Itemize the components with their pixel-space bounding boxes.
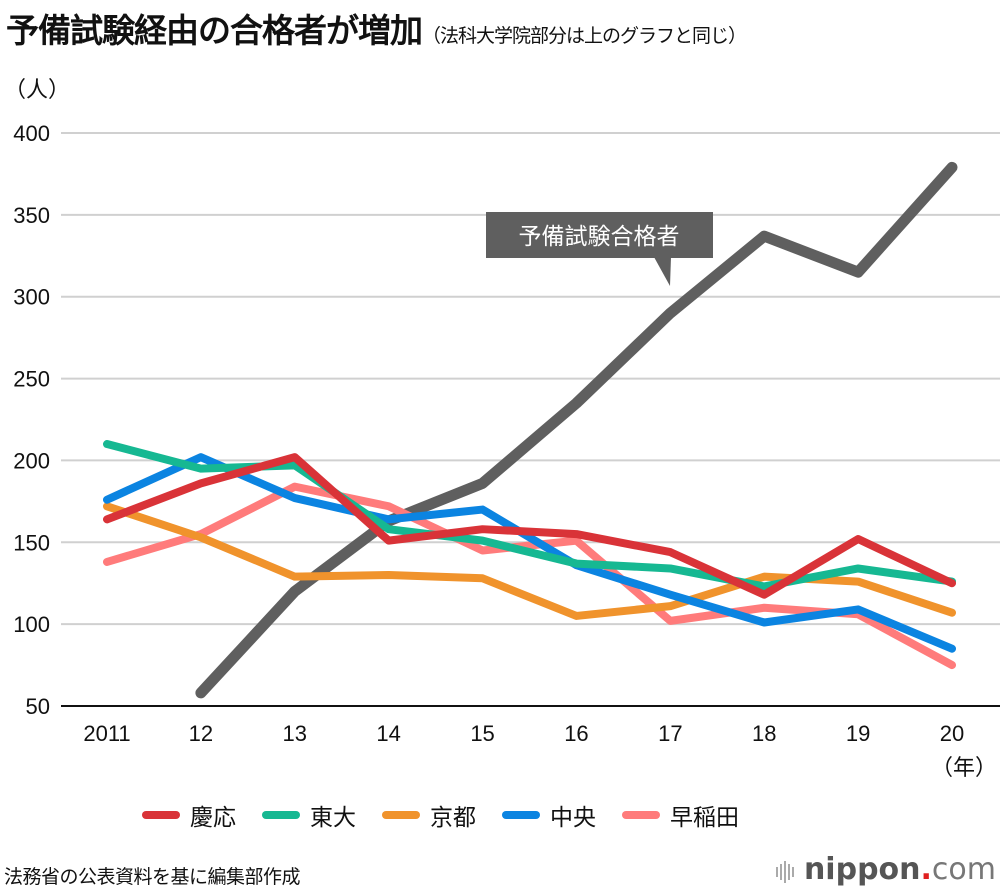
x-axis-ticks: 2011 12 13 14 15 16 17 18 19 20 （年） bbox=[83, 721, 997, 780]
callout-pointer bbox=[654, 257, 671, 286]
legend-item: 慶応 bbox=[142, 798, 236, 832]
series-5 bbox=[103, 453, 956, 599]
y-tick-label: 300 bbox=[13, 285, 50, 310]
series-lines bbox=[103, 161, 958, 699]
callout-box bbox=[486, 212, 713, 258]
legend: 慶応 東大 京都 中央 早稲田 bbox=[142, 798, 765, 832]
series-1 bbox=[103, 482, 956, 670]
y-tick-label: 100 bbox=[13, 612, 50, 637]
legend-swatch bbox=[502, 811, 540, 819]
x-tick-label: 15 bbox=[470, 721, 494, 746]
legend-item: 中央 bbox=[502, 798, 596, 832]
legend-swatch bbox=[622, 811, 660, 819]
series-line bbox=[103, 482, 956, 670]
legend-item: 早稲田 bbox=[622, 798, 739, 832]
y-tick-label: 50 bbox=[26, 694, 50, 719]
legend-swatch bbox=[142, 811, 180, 819]
x-tick-label: 20 bbox=[940, 721, 964, 746]
legend-label: 早稲田 bbox=[670, 805, 739, 831]
y-tick-label: 350 bbox=[13, 203, 50, 228]
x-tick-label: 17 bbox=[658, 721, 682, 746]
x-tick-label: 14 bbox=[376, 721, 400, 746]
x-axis-unit-label: （年） bbox=[931, 755, 997, 780]
sound-bars-icon bbox=[775, 853, 796, 888]
x-tick-label: 2011 bbox=[83, 721, 130, 746]
x-tick-label: 12 bbox=[189, 721, 213, 746]
source-note: 法務省の公表資料を基に編集部作成 bbox=[4, 866, 301, 888]
logo-dot: . bbox=[920, 852, 932, 887]
logo-tld: com bbox=[931, 852, 996, 887]
series-line bbox=[103, 453, 956, 599]
legend-swatch bbox=[382, 811, 420, 819]
y-tick-label: 150 bbox=[13, 530, 50, 555]
x-tick-label: 18 bbox=[752, 721, 776, 746]
callout-label: 予備試験合格者 bbox=[519, 224, 680, 250]
nippon-logo: nippon.com bbox=[775, 852, 996, 888]
chart-title: 予備試験経由の合格者が増加 bbox=[6, 11, 423, 50]
y-axis-unit-label: （人） bbox=[4, 78, 71, 103]
x-tick-label: 13 bbox=[283, 721, 307, 746]
y-tick-label: 400 bbox=[13, 121, 50, 146]
chart-title-block: 予備試験経由の合格者が増加（法科大学院部分は上のグラフと同じ） bbox=[6, 4, 747, 52]
y-axis-ticks: 50 100 150 200 250 300 350 400 bbox=[13, 121, 50, 719]
legend-item: 東大 bbox=[262, 798, 356, 832]
legend-label: 慶応 bbox=[190, 805, 236, 831]
y-tick-label: 200 bbox=[13, 448, 50, 473]
logo-brand: nippon bbox=[803, 852, 921, 887]
series-line bbox=[103, 453, 956, 653]
legend-label: 京都 bbox=[430, 805, 476, 831]
legend-label: 東大 bbox=[310, 805, 356, 831]
series-0 bbox=[195, 161, 958, 699]
callout-annotation: 予備試験合格者 bbox=[486, 212, 713, 286]
y-tick-label: 250 bbox=[13, 367, 50, 392]
x-tick-label: 16 bbox=[564, 721, 588, 746]
legend-item: 京都 bbox=[382, 798, 476, 832]
legend-swatch bbox=[262, 811, 300, 819]
x-tick-label: 19 bbox=[846, 721, 870, 746]
chart-subtitle: （法科大学院部分は上のグラフと同じ） bbox=[422, 25, 747, 47]
legend-label: 中央 bbox=[550, 805, 596, 831]
